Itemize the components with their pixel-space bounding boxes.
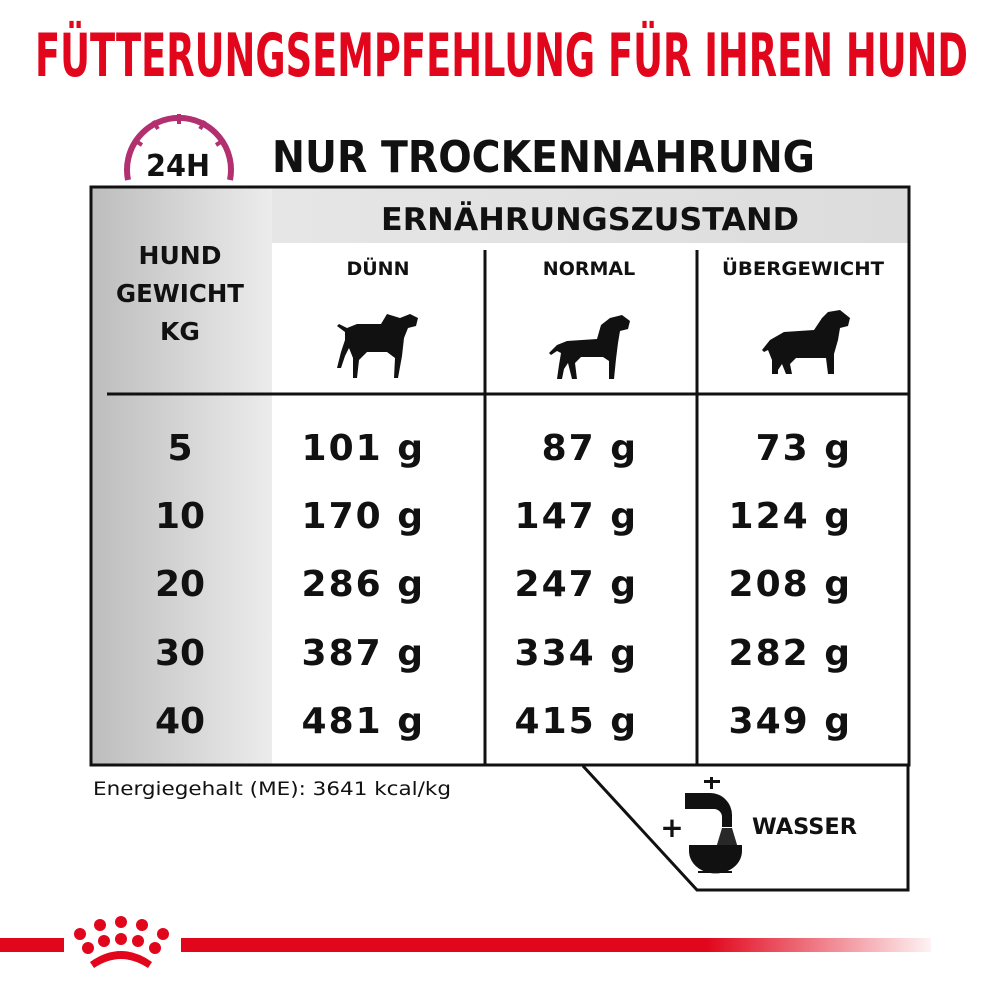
weight-cell: 40 xyxy=(155,701,205,742)
water-tap-bowl-icon xyxy=(685,777,742,874)
amount-cell: 124 g xyxy=(729,496,852,537)
footer-rule xyxy=(181,938,931,952)
amount-cell: 415 g xyxy=(515,701,638,742)
energy-note: Energiegehalt (ME): 3641 kcal/kg xyxy=(93,778,451,800)
footer-rule xyxy=(0,938,64,952)
amount-cell: 282 g xyxy=(729,633,852,674)
amount-cell: 208 g xyxy=(729,564,852,605)
dog-thin-icon xyxy=(337,314,418,378)
row-header-line: GEWICHT xyxy=(116,279,244,308)
amount-cell: 247 g xyxy=(515,564,638,605)
dog-overweight-icon xyxy=(762,310,850,374)
column-header-overweight: ÜBERGEWICHT xyxy=(722,256,884,280)
weight-cell: 20 xyxy=(155,564,205,605)
clock-icon xyxy=(124,114,234,181)
amount-cell: 481 g xyxy=(302,701,425,742)
row-header-line: HUND xyxy=(139,241,222,270)
column-header-thin: DÜNN xyxy=(346,256,409,280)
column-header-normal: NORMAL xyxy=(543,258,635,280)
amount-cell: 101 g xyxy=(302,428,425,469)
page-title: FÜTTERUNGSEMPFEHLUNG FÜR IHREN HUND xyxy=(35,20,968,91)
clock-label: 24H xyxy=(146,149,210,184)
amount-cell: 387 g xyxy=(302,633,425,674)
water-box xyxy=(581,764,910,892)
weight-cell: 5 xyxy=(167,428,192,469)
amount-cell: 286 g xyxy=(302,564,425,605)
feeding-table xyxy=(89,185,911,767)
amount-cell: 334 g xyxy=(515,633,638,674)
plus-sign: + xyxy=(660,811,683,844)
amount-cell: 147 g xyxy=(515,496,638,537)
dog-normal-icon xyxy=(549,315,630,379)
weight-cell: 10 xyxy=(155,496,205,537)
amount-cell: 349 g xyxy=(729,701,852,742)
amount-cell: 87 g xyxy=(542,428,638,469)
amount-cell: 170 g xyxy=(302,496,425,537)
water-label: WASSER xyxy=(752,815,857,840)
subtitle: NUR TROCKENNAHRUNG xyxy=(272,132,815,183)
amount-cell: 73 g xyxy=(756,428,852,469)
row-header-line: KG xyxy=(160,317,200,346)
group-header: ERNÄHRUNGSZUSTAND xyxy=(381,202,799,238)
weight-cell: 30 xyxy=(155,633,205,674)
royal-canin-crown-logo xyxy=(74,916,169,968)
